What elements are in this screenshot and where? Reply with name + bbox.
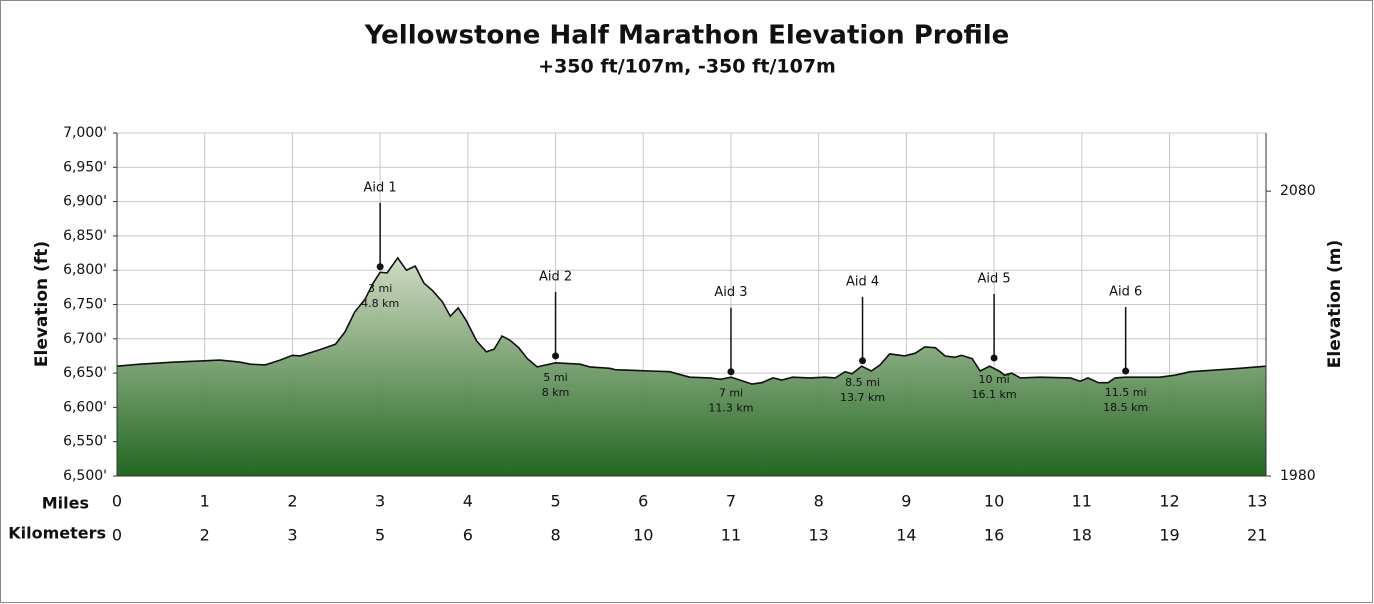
aid-label: Aid 1 xyxy=(364,180,397,195)
profile-line xyxy=(116,256,1267,385)
x-tick-label: 4 xyxy=(463,492,473,511)
x-tick-label: 5 xyxy=(550,492,560,511)
aid-mile-label: 7 mi xyxy=(719,387,743,400)
aid-km-label: 18.5 km xyxy=(1103,401,1148,414)
x-tick-label: 3 xyxy=(375,492,385,511)
aid-km-label: 4.8 km xyxy=(361,297,399,310)
y-tick-label: 6,700' xyxy=(63,331,107,347)
x-tick-label: 2 xyxy=(287,492,297,511)
km-tick-label: 0 xyxy=(112,526,122,545)
aid-label: Aid 4 xyxy=(846,274,879,289)
chart-title: Yellowstone Half Marathon Elevation Prof… xyxy=(364,21,1010,51)
y-tick-label: 6,850' xyxy=(63,228,107,244)
x-tick-label: 8 xyxy=(814,492,824,511)
aid-mile-label: 11.5 mi xyxy=(1105,386,1147,399)
aid-mile-label: 8.5 mi xyxy=(845,376,880,389)
y2-tick-label: 1980 xyxy=(1280,468,1316,484)
y-tick-label: 6,800' xyxy=(63,262,107,278)
aid-mile-label: 5 mi xyxy=(543,371,567,384)
y-axis-label: Elevation (ft) xyxy=(32,241,52,367)
x-tick-label: 1 xyxy=(200,492,210,511)
aid-km-label: 16.1 km xyxy=(972,388,1017,401)
aid-km-label: 13.7 km xyxy=(840,391,885,404)
x-tick-label: 7 xyxy=(726,492,736,511)
y-tick-label: 6,600' xyxy=(63,399,107,415)
aid-marker xyxy=(376,263,384,271)
aid-km-label: 8 km xyxy=(542,386,570,399)
aid-label: Aid 3 xyxy=(714,285,747,300)
aid-mile-label: 3 mi xyxy=(368,282,392,295)
aid-marker xyxy=(990,354,998,362)
y-tick-label: 6,500' xyxy=(63,468,107,484)
y2-axis-label: Elevation (m) xyxy=(1325,240,1345,368)
aid-marker xyxy=(1122,367,1130,375)
aid-marker xyxy=(552,352,560,360)
aid-label: Aid 2 xyxy=(539,269,572,284)
km-tick-label: 11 xyxy=(721,526,741,545)
km-tick-label: 10 xyxy=(633,526,653,545)
km-tick-label: 2 xyxy=(200,526,210,545)
x-tick-label: 9 xyxy=(901,492,911,511)
aid-label: Aid 5 xyxy=(978,272,1011,287)
y-tick-label: 6,900' xyxy=(63,194,107,210)
km-tick-label: 16 xyxy=(984,526,1004,545)
y2-tick-label: 2080 xyxy=(1280,183,1316,199)
km-tick-label: 21 xyxy=(1247,526,1267,545)
area xyxy=(117,257,1266,476)
chart-subtitle: +350 ft/107m, -350 ft/107m xyxy=(538,56,836,78)
aid-marker xyxy=(859,357,867,365)
y-tick-label: 6,950' xyxy=(63,159,107,175)
x2-axis-label: Kilometers xyxy=(8,524,106,543)
km-tick-label: 6 xyxy=(463,526,473,545)
x-axis-label: Miles xyxy=(42,494,89,513)
km-tick-label: 13 xyxy=(808,526,828,545)
y-tick-label: 6,550' xyxy=(63,434,107,450)
y-tick-label: 6,650' xyxy=(63,365,107,381)
x-tick-label: 13 xyxy=(1247,492,1267,511)
aid-km-label: 11.3 km xyxy=(708,402,753,415)
x-tick-label: 12 xyxy=(1159,492,1179,511)
aid-mile-label: 10 mi xyxy=(978,373,1009,386)
y-tick-label: 7,000' xyxy=(63,125,107,141)
km-tick-label: 14 xyxy=(896,526,916,545)
km-tick-label: 8 xyxy=(550,526,560,545)
aid-marker xyxy=(727,368,735,376)
km-tick-label: 18 xyxy=(1072,526,1092,545)
km-tick-label: 5 xyxy=(375,526,385,545)
km-tick-label: 19 xyxy=(1159,526,1179,545)
km-tick-label: 3 xyxy=(287,526,297,545)
aid-label: Aid 6 xyxy=(1109,285,1142,300)
x-tick-label: 10 xyxy=(984,492,1004,511)
x-tick-label: 0 xyxy=(112,492,122,511)
y-tick-label: 6,750' xyxy=(63,297,107,313)
x-tick-label: 11 xyxy=(1072,492,1092,511)
x-tick-label: 6 xyxy=(638,492,648,511)
